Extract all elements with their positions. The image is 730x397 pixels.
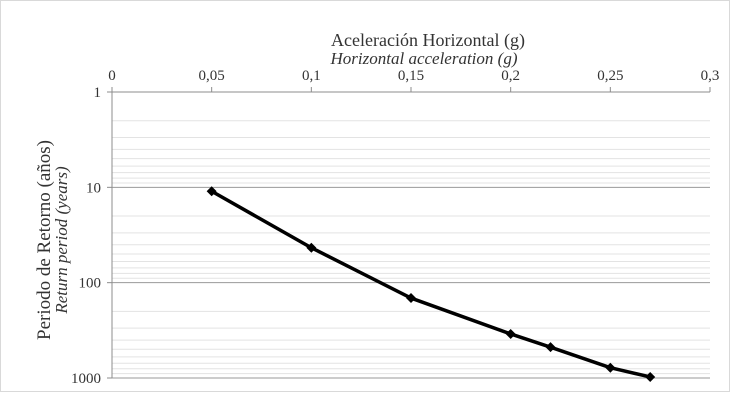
data-point-marker (406, 293, 416, 304)
x-tick-label: 0,2 (501, 68, 520, 84)
x-tick-label: 0,3 (701, 68, 720, 84)
x-tick-label: 0,25 (597, 68, 623, 84)
y-axis-subtitle: Return period (years) (52, 166, 71, 315)
x-tick-label: 0,05 (199, 68, 225, 84)
y-tick-label: 1 (94, 85, 102, 101)
x-tick-label: 0,1 (302, 68, 321, 84)
x-axis-title: Aceleración Horizontal (g) (331, 30, 525, 51)
label-layer: Aceleración Horizontal (g) Horizontal ac… (34, 30, 719, 387)
data-point-marker (645, 371, 656, 382)
data-point-marker (306, 242, 317, 253)
x-tick-label: 0 (108, 68, 116, 84)
y-tick-label: 10 (86, 180, 101, 196)
y-tick-label: 100 (79, 276, 102, 292)
series-layer (206, 186, 656, 382)
data-point-marker (605, 362, 616, 373)
grid-layer (112, 120, 710, 379)
x-axis-subtitle: Horizontal acceleration (g) (330, 49, 518, 68)
y-axis-title: Periodo de Retorno (años) (34, 140, 55, 340)
data-point-marker (206, 186, 217, 197)
data-point-marker (545, 342, 556, 353)
y-tick-label: 1000 (71, 371, 101, 387)
x-tick-label: 0,15 (398, 68, 424, 84)
axis-layer (107, 87, 711, 379)
data-point-marker (505, 328, 516, 339)
